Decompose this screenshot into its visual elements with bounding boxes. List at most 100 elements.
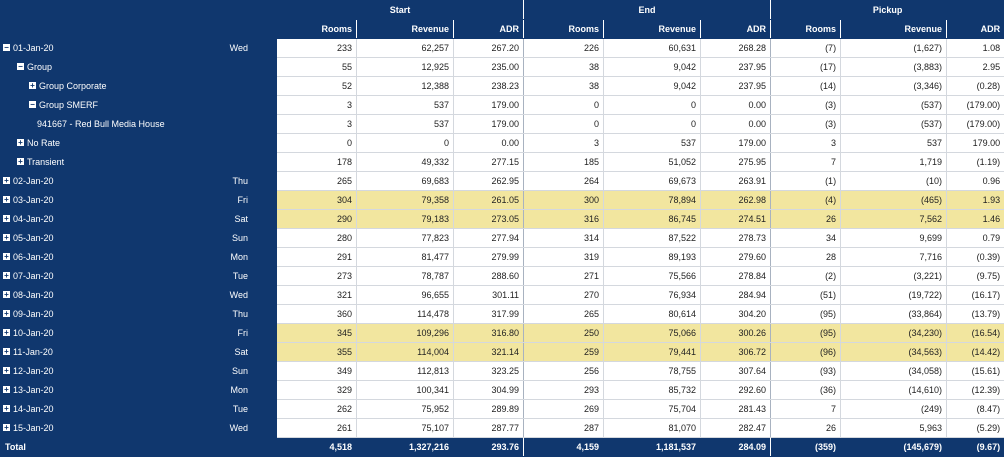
day-of-week: Thu <box>232 172 248 190</box>
value-cell: 100,341 <box>357 381 454 400</box>
value-cell: (179.00) <box>947 115 1004 134</box>
value-cell: 0.96 <box>947 172 1004 191</box>
col-header[interactable]: ADR <box>947 20 1004 39</box>
value-cell: (9.75) <box>947 267 1004 286</box>
expand-icon[interactable]: + <box>3 367 10 374</box>
value-cell: (3,221) <box>841 267 947 286</box>
value-cell: (14,610) <box>841 381 947 400</box>
expand-icon[interactable]: + <box>3 291 10 298</box>
col-header[interactable]: ADR <box>454 20 524 39</box>
value-cell: 185 <box>524 153 604 172</box>
row-label: 03-Jan-20 <box>13 191 54 209</box>
value-cell: 306.72 <box>701 343 771 362</box>
expand-icon[interactable]: + <box>3 234 10 241</box>
value-cell: (95) <box>771 324 841 343</box>
value-cell: 263.91 <box>701 172 771 191</box>
expand-icon[interactable]: + <box>3 348 10 355</box>
value-cell: (5.29) <box>947 419 1004 438</box>
value-cell: 79,358 <box>357 191 454 210</box>
value-cell: 7,562 <box>841 210 947 229</box>
expand-icon[interactable]: + <box>3 424 10 431</box>
value-cell: 9,699 <box>841 229 947 248</box>
value-cell: 284.94 <box>701 286 771 305</box>
value-cell: 7,716 <box>841 248 947 267</box>
value-cell: (1) <box>771 172 841 191</box>
value-cell: (249) <box>841 400 947 419</box>
col-header[interactable]: Revenue <box>357 20 454 39</box>
col-header[interactable]: Revenue <box>841 20 947 39</box>
value-cell: 0 <box>604 115 701 134</box>
expand-icon[interactable]: + <box>3 196 10 203</box>
value-cell: 12,388 <box>357 77 454 96</box>
expand-icon[interactable]: + <box>29 82 36 89</box>
value-cell: 274.51 <box>701 210 771 229</box>
value-cell: 87,522 <box>604 229 701 248</box>
collapse-icon[interactable]: − <box>17 63 24 70</box>
col-header[interactable]: ADR <box>701 20 771 39</box>
value-cell: (34,230) <box>841 324 947 343</box>
value-cell: 300 <box>524 191 604 210</box>
value-cell: 75,066 <box>604 324 701 343</box>
value-cell: 304.20 <box>701 305 771 324</box>
value-cell: 321 <box>277 286 357 305</box>
value-cell: 235.00 <box>454 58 524 77</box>
expand-icon[interactable]: + <box>3 215 10 222</box>
value-cell: (3) <box>771 96 841 115</box>
expand-icon[interactable]: + <box>17 158 24 165</box>
value-cell: (8.47) <box>947 400 1004 419</box>
col-header[interactable]: Rooms <box>277 20 357 39</box>
value-cell: 316.80 <box>454 324 524 343</box>
value-cell: 179.00 <box>947 134 1004 153</box>
value-cell: 9,042 <box>604 77 701 96</box>
group-header-pickup: Pickup <box>771 1 1004 20</box>
expand-icon[interactable]: + <box>3 405 10 412</box>
value-cell: (12.39) <box>947 381 1004 400</box>
expand-icon[interactable]: + <box>17 139 24 146</box>
row-label-header <box>1 1 277 39</box>
value-cell: 69,683 <box>357 172 454 191</box>
collapse-icon[interactable]: − <box>3 44 10 51</box>
value-cell: 349 <box>277 362 357 381</box>
col-header[interactable]: Rooms <box>771 20 841 39</box>
value-cell: 80,614 <box>604 305 701 324</box>
collapse-icon[interactable]: − <box>29 101 36 108</box>
col-header[interactable]: Rooms <box>524 20 604 39</box>
expand-icon[interactable]: + <box>3 272 10 279</box>
expand-icon[interactable]: + <box>3 386 10 393</box>
value-cell: 7 <box>771 400 841 419</box>
col-header[interactable]: Revenue <box>604 20 701 39</box>
expand-icon[interactable]: + <box>3 253 10 260</box>
value-cell: (34,058) <box>841 362 947 381</box>
expand-icon[interactable]: + <box>3 177 10 184</box>
expand-icon[interactable]: + <box>3 310 10 317</box>
row-label: 14-Jan-20 <box>13 400 54 418</box>
value-cell: (0.39) <box>947 248 1004 267</box>
expand-icon[interactable]: + <box>3 329 10 336</box>
value-cell: (36) <box>771 381 841 400</box>
